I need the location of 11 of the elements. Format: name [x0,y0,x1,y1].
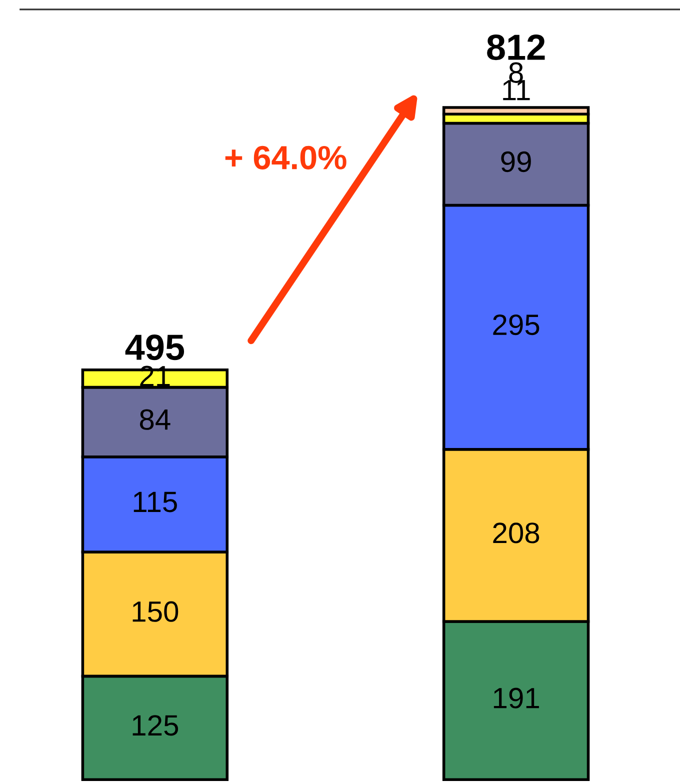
data-label: 150 [132,601,178,622]
annotation: + 64.0% [225,146,346,170]
data-label: 208 [493,522,540,544]
data-label: 115 [134,492,177,512]
data-label: 125 [132,715,178,736]
data-label: 191 [494,688,539,708]
data-label: 99 [501,151,531,172]
data-label: 295 [493,314,540,336]
total-label: 495 [125,334,184,360]
data-label: 84 [140,409,170,430]
total-label: 812 [487,34,545,60]
